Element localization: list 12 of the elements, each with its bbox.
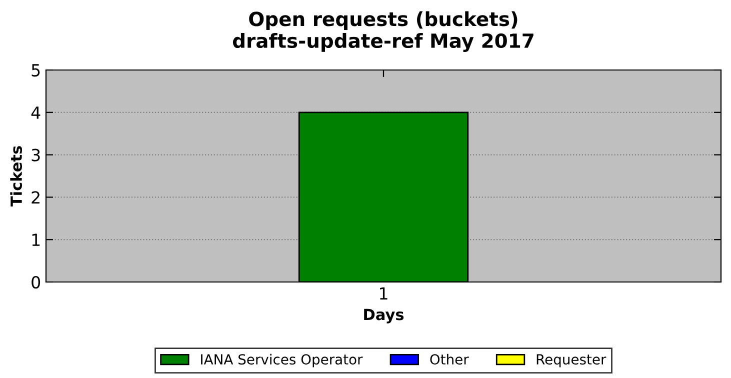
y-tick-label: 1 [32,234,40,246]
y-tick-label: 4 [31,106,40,119]
y-tick-label: 2 [32,191,40,204]
x-axis-title: Days [364,308,404,324]
legend-label: IANA Services Operator [201,354,363,368]
legend-label: Other [430,354,469,365]
y-axis-title: Tickets [10,146,22,207]
y-tick-label: 3 [32,148,40,162]
legend-label: Requester [536,354,606,368]
y-tick-label: 0 [32,276,40,289]
y-tick-label: 5 [32,64,40,77]
chart-title: Open requests (buckets) drafts-update-ref May 2017 [232,11,534,52]
